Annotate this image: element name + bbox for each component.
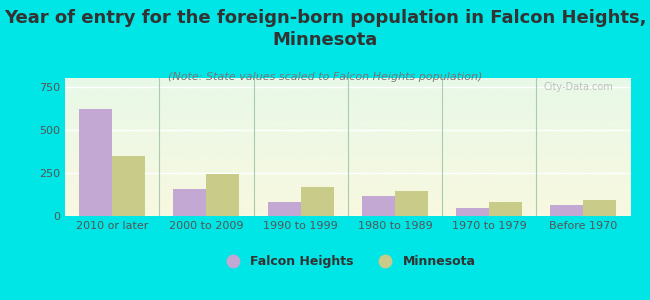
Bar (207, 174, 239, 216)
Bar (300, 187, 333, 216)
Legend: Falcon Heights, Minnesota: Falcon Heights, Minnesota (215, 250, 480, 273)
Bar (489, 202, 522, 216)
Bar (268, 202, 300, 216)
Bar (112, 156, 145, 216)
Bar (456, 208, 489, 216)
Bar (551, 205, 584, 216)
Text: (Note: State values scaled to Falcon Heights population): (Note: State values scaled to Falcon Hei… (168, 72, 482, 82)
Bar (362, 196, 395, 216)
Bar (174, 189, 207, 216)
Text: City-Data.com: City-Data.com (544, 82, 614, 92)
Text: Year of entry for the foreign-born population in Falcon Heights,
Minnesota: Year of entry for the foreign-born popul… (4, 9, 646, 49)
Bar (395, 191, 428, 216)
Bar (584, 200, 616, 216)
Bar (79, 109, 112, 216)
